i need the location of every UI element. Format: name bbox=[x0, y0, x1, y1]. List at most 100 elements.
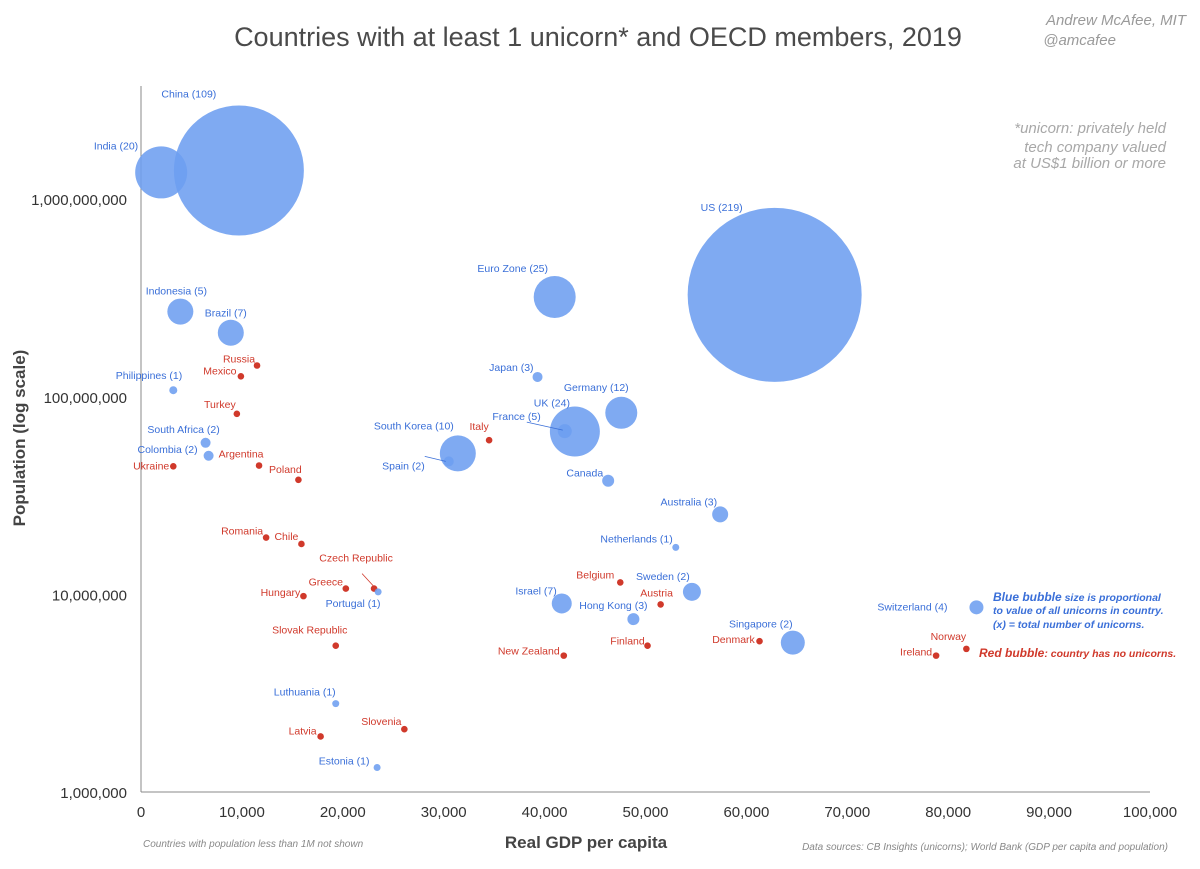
legend-red-bold: Red bubble bbox=[979, 646, 1045, 660]
x-tick-label: 50,000 bbox=[623, 804, 669, 821]
label-brazil-7: Brazil (7) bbox=[205, 308, 247, 320]
label-finland: Finland bbox=[610, 636, 645, 648]
label-japan-3: Japan (3) bbox=[489, 362, 533, 374]
bubble-hong-kong-3 bbox=[627, 613, 640, 626]
label-slovenia: Slovenia bbox=[361, 716, 401, 728]
label-france-5: France (5) bbox=[492, 411, 540, 423]
bubble-india-20 bbox=[135, 146, 188, 199]
label-estonia-1: Estonia (1) bbox=[319, 756, 370, 768]
label-australia-3: Australia (3) bbox=[661, 496, 718, 508]
label-us-219: US (219) bbox=[701, 202, 743, 214]
point-argentina bbox=[255, 462, 263, 469]
point-greece bbox=[342, 585, 350, 592]
x-tick-label: 30,000 bbox=[421, 804, 467, 821]
label-india-20: India (20) bbox=[94, 140, 138, 152]
y-axis-title: Population (log scale) bbox=[10, 350, 29, 527]
label-switzerland-4: Switzerland (4) bbox=[877, 601, 947, 613]
point-turkey bbox=[233, 410, 241, 418]
label-greece: Greece bbox=[309, 577, 344, 589]
bubble-australia-3 bbox=[712, 506, 729, 523]
bubble-china-109 bbox=[173, 105, 304, 236]
label-euro-zone-25: Euro Zone (25) bbox=[477, 263, 548, 275]
label-russia: Russia bbox=[223, 354, 255, 366]
point-chile bbox=[298, 540, 305, 548]
bubble-estonia-1 bbox=[373, 764, 381, 772]
label-turkey: Turkey bbox=[204, 399, 236, 411]
label-south-korea-10: South Korea (10) bbox=[374, 420, 454, 432]
leader-france bbox=[526, 421, 563, 431]
label-canada: Canada bbox=[566, 468, 603, 480]
label-israel-7: Israel (7) bbox=[515, 585, 556, 597]
y-tick-label: 10,000,000 bbox=[52, 587, 127, 604]
point-ukraine bbox=[169, 462, 177, 470]
label-argentina: Argentina bbox=[219, 449, 264, 461]
label-philippines-1: Philippines (1) bbox=[116, 370, 183, 382]
y-tick-label: 100,000,000 bbox=[44, 390, 127, 407]
label-hong-kong-3: Hong Kong (3) bbox=[579, 600, 647, 612]
label-uk-24: UK (24) bbox=[534, 398, 570, 410]
label-austria: Austria bbox=[640, 587, 673, 599]
point-latvia bbox=[317, 733, 324, 740]
footnote-left: Countries with population less than 1M n… bbox=[143, 839, 364, 850]
unicorn-note-line-3: at US$1 billion or more bbox=[1013, 155, 1166, 172]
bubble-philippines-1 bbox=[169, 386, 178, 395]
blue-bubble-series bbox=[135, 105, 984, 772]
bubble-israel-7 bbox=[551, 593, 572, 614]
point-finland bbox=[644, 642, 651, 650]
legend-blue-line-2: to value of all unicorns in country. bbox=[993, 605, 1164, 617]
bubble-south-africa-2 bbox=[200, 437, 211, 448]
label-poland: Poland bbox=[269, 464, 302, 476]
bubble-luthuania-1 bbox=[332, 700, 340, 708]
x-tick-label: 90,000 bbox=[1026, 804, 1072, 821]
bubble-portugal-1 bbox=[374, 588, 382, 596]
unicorn-note-line-2: tech company valued bbox=[1024, 139, 1166, 156]
label-mexico: Mexico bbox=[203, 365, 236, 377]
label-portugal-1: Portugal (1) bbox=[326, 598, 381, 610]
bubble-sweden-2 bbox=[682, 582, 701, 601]
label-china-109: China (109) bbox=[161, 88, 216, 100]
label-luthuania-1: Luthuania (1) bbox=[274, 687, 336, 699]
label-singapore-2: Singapore (2) bbox=[729, 619, 793, 631]
x-tick-label: 80,000 bbox=[925, 804, 971, 821]
bubble-switzerland-4 bbox=[969, 600, 984, 615]
label-romania: Romania bbox=[221, 526, 263, 538]
bubble-canada bbox=[602, 474, 615, 487]
label-ireland: Ireland bbox=[900, 647, 932, 659]
red-bubble-series bbox=[169, 362, 970, 740]
bubble-colombia-2 bbox=[203, 450, 214, 461]
bubble-uk-24 bbox=[549, 406, 600, 457]
leader-spain bbox=[424, 456, 446, 462]
label-colombia-2: Colombia (2) bbox=[137, 444, 197, 456]
legend-blue-line-1: Blue bubble size is proportional bbox=[993, 590, 1162, 604]
point-russia bbox=[253, 362, 261, 369]
point-labels: China (109) India (20) US (219) Euro Zone (… bbox=[94, 88, 967, 767]
point-belgium bbox=[616, 579, 624, 586]
label-norway: Norway bbox=[931, 631, 967, 643]
label-slovak-republic: Slovak Republic bbox=[272, 625, 347, 637]
footnote-right: Data sources: CB Insights (unicorns); Wo… bbox=[802, 842, 1168, 853]
label-spain-2: Spain (2) bbox=[382, 460, 425, 472]
point-denmark bbox=[756, 637, 763, 645]
legend-blue-bold: Blue bubble bbox=[993, 590, 1062, 604]
label-hungary: Hungary bbox=[261, 587, 301, 599]
point-hungary bbox=[300, 592, 307, 600]
bubble-japan-3 bbox=[532, 371, 543, 382]
point-poland bbox=[295, 476, 302, 484]
bubble-euro-zone-25 bbox=[533, 275, 576, 318]
bubble-brazil-7 bbox=[217, 319, 244, 346]
point-italy bbox=[485, 436, 493, 444]
y-tick-label: 1,000,000,000 bbox=[31, 192, 127, 209]
bubble-indonesia-5 bbox=[167, 298, 194, 325]
point-norway bbox=[963, 645, 970, 653]
x-tick-label: 10,000 bbox=[219, 804, 265, 821]
legend-red-rest: : country has no unicorns. bbox=[1044, 648, 1176, 660]
axes: 0 10,000 20,000 30,000 40,000 50,000 60,000 70,… bbox=[31, 86, 1177, 821]
chart-title: Countries with at least 1 unicorn* and O… bbox=[234, 22, 962, 52]
unicorn-note-line-1: *unicorn: privately held bbox=[1014, 120, 1166, 137]
label-indonesia-5: Indonesia (5) bbox=[146, 286, 207, 298]
legend-red-line: Red bubble: country has no unicorns. bbox=[979, 646, 1176, 660]
point-romania bbox=[262, 534, 270, 541]
label-netherlands-1: Netherlands (1) bbox=[600, 533, 672, 545]
author-credit: Andrew McAfee, MIT bbox=[1045, 12, 1188, 29]
